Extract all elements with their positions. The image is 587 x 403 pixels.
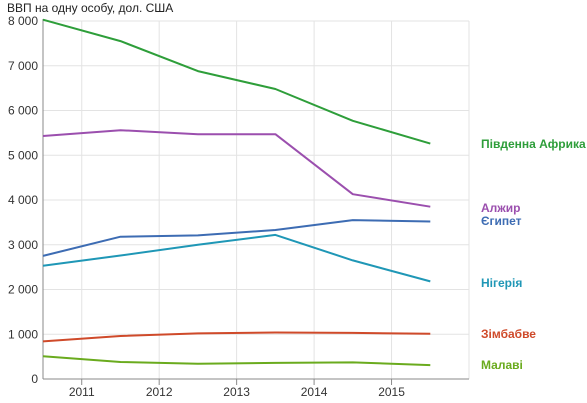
- x-tick-label: 2013: [223, 385, 250, 399]
- y-axis-tick-labels: 0 1 000 2 000 3 000 4 000 5 000 6 000 7 000 8 00…: [8, 14, 38, 386]
- series-label: Нігерія: [481, 276, 522, 290]
- series-line: [42, 233, 431, 283]
- y-tick-label: 7 000: [8, 59, 38, 73]
- x-tick-label: 2012: [146, 385, 173, 399]
- y-tick-label: 1 000: [8, 327, 38, 341]
- series-line: [42, 129, 431, 208]
- y-tick-label: 8 000: [8, 14, 38, 28]
- gridlines: [43, 20, 470, 380]
- y-tick-label: 6 000: [8, 104, 38, 118]
- y-tick-label: 0: [31, 372, 38, 386]
- x-tick-label: 2011: [69, 385, 95, 399]
- x-axis-tick-labels: 2011 2012 2013 2014 2015: [69, 385, 405, 399]
- x-tick-label: 2014: [301, 385, 328, 399]
- series-label: Єгипет: [481, 214, 522, 228]
- axes: [42, 19, 469, 385]
- series-line: [42, 331, 431, 343]
- series-label: Малаві: [481, 358, 523, 372]
- series-label: Зімбабве: [481, 327, 536, 341]
- series-label: Алжир: [481, 201, 521, 215]
- series-label: Південна Африка: [481, 137, 586, 151]
- series-line: [42, 219, 431, 257]
- x-tick-label: 2015: [378, 385, 405, 399]
- y-tick-label: 5 000: [8, 148, 38, 162]
- chart-title: ВВП на одну особу, дол. США: [7, 1, 173, 15]
- y-tick-label: 2 000: [8, 283, 38, 297]
- y-tick-label: 4 000: [8, 193, 38, 207]
- y-tick-label: 3 000: [8, 238, 38, 252]
- series-lines: [42, 18, 431, 367]
- series-line: [42, 18, 431, 145]
- series-line: [42, 355, 431, 367]
